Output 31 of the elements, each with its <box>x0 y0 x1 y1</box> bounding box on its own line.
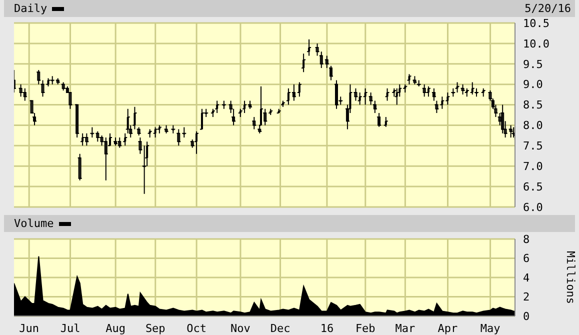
x-tick-label: Sep <box>145 322 166 335</box>
y-tick-label: 9.5 <box>523 58 543 71</box>
x-tick-label: Dec <box>270 322 290 335</box>
y-tick-label: 6.5 <box>523 180 543 194</box>
x-tick-label: Nov <box>230 322 251 335</box>
y-tick-label: 8 <box>523 232 530 246</box>
x-tick-label: Jun <box>19 322 40 335</box>
x-tick-label: Jul <box>60 322 80 335</box>
x-tick-label: Feb <box>355 322 376 335</box>
y-axis-title: Millions <box>564 251 578 304</box>
y-tick-label: 4 <box>523 271 530 284</box>
x-tick-label: May <box>480 322 501 335</box>
legend-label: Daily <box>14 2 48 15</box>
y-tick-label: 2 <box>523 290 530 304</box>
x-tick-label: Mar <box>395 322 416 335</box>
y-tick-label: 0 <box>523 310 530 323</box>
y-tick-label: 8.0 <box>523 119 543 132</box>
y-tick-label: 6.0 <box>523 200 543 214</box>
legend-label: Volume <box>14 217 54 230</box>
x-tick-label: 16 <box>320 322 334 335</box>
x-tick-label: Oct <box>186 322 206 335</box>
y-tick-label: 10.5 <box>523 16 550 30</box>
y-tick-label: 8.5 <box>523 98 543 112</box>
y-tick-label: 10.0 <box>523 37 550 50</box>
y-tick-label: 9.0 <box>523 78 543 92</box>
x-tick-label: Apr <box>438 322 458 335</box>
x-tick-label: Aug <box>106 322 126 335</box>
y-tick-label: 6 <box>523 252 530 266</box>
text: 5/20/16 <box>524 2 571 15</box>
y-tick-label: 7.0 <box>523 160 543 174</box>
y-tick-label: 7.5 <box>523 140 543 153</box>
